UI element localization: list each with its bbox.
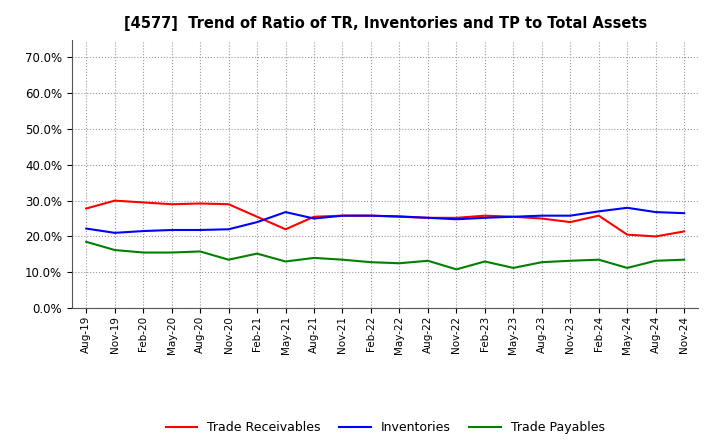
Line: Trade Payables: Trade Payables <box>86 242 684 269</box>
Trade Payables <box>566 258 575 264</box>
Inventories <box>167 227 176 233</box>
Trade Payables <box>595 257 603 262</box>
Trade Receivables <box>537 216 546 221</box>
Trade Payables <box>509 265 518 271</box>
Inventories <box>623 205 631 210</box>
Trade Receivables <box>253 214 261 220</box>
Trade Payables <box>310 255 318 260</box>
Trade Payables <box>395 260 404 266</box>
Trade Payables <box>253 251 261 256</box>
Title: [4577]  Trend of Ratio of TR, Inventories and TP to Total Assets: [4577] Trend of Ratio of TR, Inventories… <box>124 16 647 32</box>
Trade Receivables <box>225 202 233 207</box>
Trade Payables <box>452 267 461 272</box>
Trade Receivables <box>310 214 318 220</box>
Trade Payables <box>225 257 233 262</box>
Trade Receivables <box>110 198 119 203</box>
Trade Receivables <box>395 214 404 220</box>
Inventories <box>480 215 489 220</box>
Legend: Trade Receivables, Inventories, Trade Payables: Trade Receivables, Inventories, Trade Pa… <box>161 416 610 439</box>
Trade Payables <box>480 259 489 264</box>
Trade Payables <box>652 258 660 264</box>
Trade Receivables <box>196 201 204 206</box>
Trade Payables <box>338 257 347 262</box>
Trade Payables <box>139 250 148 255</box>
Inventories <box>196 227 204 233</box>
Inventories <box>110 230 119 235</box>
Inventories <box>595 209 603 214</box>
Trade Payables <box>366 260 375 265</box>
Trade Receivables <box>452 215 461 220</box>
Inventories <box>82 226 91 231</box>
Trade Payables <box>282 259 290 264</box>
Inventories <box>537 213 546 218</box>
Line: Trade Receivables: Trade Receivables <box>86 201 684 236</box>
Trade Payables <box>423 258 432 264</box>
Trade Receivables <box>82 206 91 211</box>
Inventories <box>366 213 375 218</box>
Inventories <box>395 214 404 219</box>
Trade Receivables <box>595 213 603 218</box>
Trade Payables <box>196 249 204 254</box>
Trade Receivables <box>566 220 575 225</box>
Trade Receivables <box>338 213 347 218</box>
Trade Receivables <box>282 227 290 232</box>
Inventories <box>282 209 290 215</box>
Trade Payables <box>680 257 688 262</box>
Trade Receivables <box>652 234 660 239</box>
Trade Receivables <box>139 200 148 205</box>
Inventories <box>452 216 461 222</box>
Trade Receivables <box>423 215 432 220</box>
Inventories <box>139 228 148 234</box>
Inventories <box>338 213 347 218</box>
Inventories <box>652 209 660 215</box>
Trade Payables <box>623 265 631 271</box>
Trade Receivables <box>480 213 489 218</box>
Inventories <box>509 214 518 220</box>
Trade Payables <box>82 239 91 245</box>
Trade Receivables <box>623 232 631 237</box>
Trade Receivables <box>167 202 176 207</box>
Inventories <box>225 227 233 232</box>
Inventories <box>680 210 688 216</box>
Line: Inventories: Inventories <box>86 208 684 233</box>
Trade Payables <box>537 260 546 265</box>
Inventories <box>253 220 261 225</box>
Inventories <box>423 215 432 220</box>
Trade Payables <box>110 247 119 253</box>
Trade Receivables <box>509 214 518 220</box>
Inventories <box>566 213 575 218</box>
Trade Receivables <box>680 229 688 234</box>
Inventories <box>310 216 318 221</box>
Trade Payables <box>167 250 176 255</box>
Trade Receivables <box>366 213 375 218</box>
